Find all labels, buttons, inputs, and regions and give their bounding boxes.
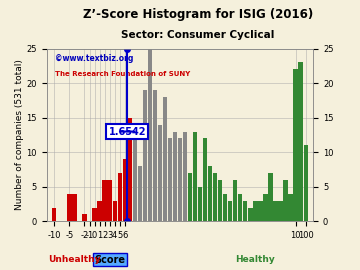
Bar xyxy=(163,97,167,221)
Text: Score: Score xyxy=(94,255,125,265)
Bar xyxy=(118,173,122,221)
Text: 1.6542: 1.6542 xyxy=(108,127,146,137)
Bar xyxy=(218,180,222,221)
Bar xyxy=(213,173,217,221)
Bar xyxy=(303,145,308,221)
Bar xyxy=(127,118,132,221)
Text: Sector: Consumer Cyclical: Sector: Consumer Cyclical xyxy=(121,30,275,40)
Bar xyxy=(248,208,252,221)
Y-axis label: Number of companies (531 total): Number of companies (531 total) xyxy=(15,60,24,210)
Bar xyxy=(158,125,162,221)
Bar xyxy=(263,194,267,221)
Bar xyxy=(93,208,97,221)
Bar xyxy=(198,187,202,221)
Bar xyxy=(82,214,87,221)
Bar xyxy=(278,201,283,221)
Bar xyxy=(103,180,107,221)
Bar xyxy=(298,62,303,221)
Bar xyxy=(268,173,273,221)
Bar xyxy=(258,201,262,221)
Bar xyxy=(98,201,102,221)
Bar xyxy=(243,201,247,221)
Bar xyxy=(153,90,157,221)
Bar xyxy=(253,201,257,221)
Bar xyxy=(67,194,72,221)
Bar xyxy=(113,201,117,221)
Bar xyxy=(193,131,197,221)
Bar xyxy=(173,131,177,221)
Bar xyxy=(208,166,212,221)
Bar xyxy=(188,173,192,221)
Bar xyxy=(288,194,293,221)
Text: Healthy: Healthy xyxy=(235,255,275,264)
Text: The Research Foundation of SUNY: The Research Foundation of SUNY xyxy=(55,71,190,77)
Text: Z’-Score Histogram for ISIG (2016): Z’-Score Histogram for ISIG (2016) xyxy=(83,8,313,21)
Bar xyxy=(108,180,112,221)
Bar xyxy=(228,201,233,221)
Bar xyxy=(148,49,152,221)
Bar xyxy=(52,208,57,221)
Bar xyxy=(223,194,228,221)
Bar xyxy=(273,201,278,221)
Bar xyxy=(138,166,142,221)
Bar xyxy=(203,139,207,221)
Bar xyxy=(178,139,182,221)
Bar xyxy=(143,90,147,221)
Text: ©www.textbiz.org: ©www.textbiz.org xyxy=(55,54,133,63)
Bar xyxy=(238,194,242,221)
Bar xyxy=(233,180,238,221)
Text: Unhealthy: Unhealthy xyxy=(48,255,101,264)
Bar xyxy=(122,159,127,221)
Bar xyxy=(183,131,187,221)
Bar xyxy=(293,69,298,221)
Bar xyxy=(283,180,288,221)
Bar xyxy=(132,139,137,221)
Bar xyxy=(72,194,77,221)
Bar xyxy=(168,139,172,221)
